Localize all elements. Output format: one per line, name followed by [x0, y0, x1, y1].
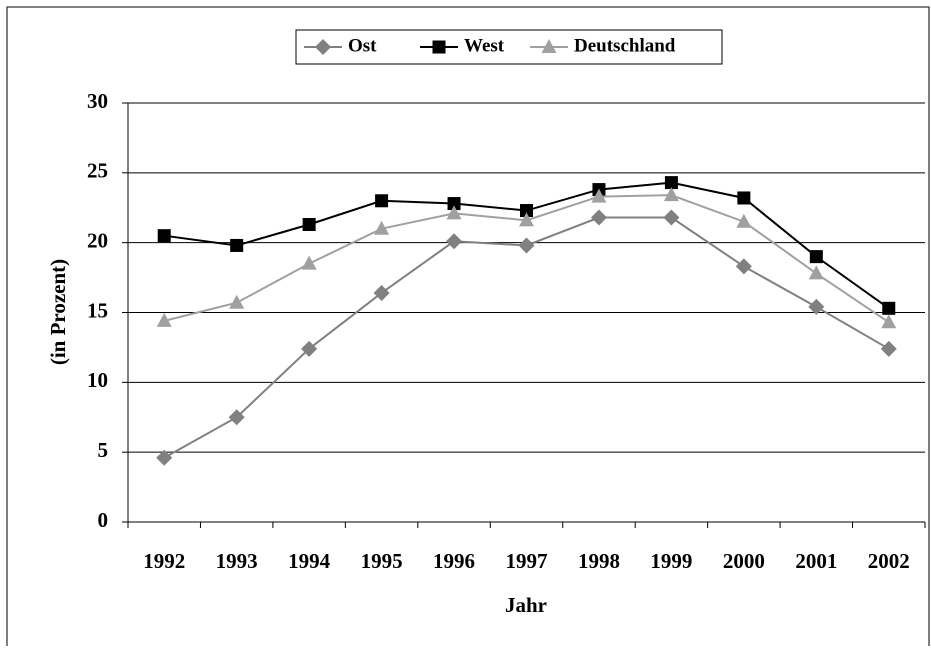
data-point: [664, 176, 678, 190]
data-point: [590, 209, 607, 226]
data-point: [157, 229, 171, 243]
data-point: [736, 213, 752, 228]
legend-marker: [432, 40, 446, 54]
y-tick-label: 30: [87, 89, 108, 113]
data-point: [302, 218, 316, 232]
data-point: [156, 449, 173, 466]
data-point: [446, 205, 462, 220]
x-tick-label: 1992: [143, 549, 185, 573]
data-point: [663, 187, 679, 202]
data-point: [156, 312, 172, 327]
data-point: [808, 265, 824, 280]
data-point: [881, 314, 897, 329]
x-tick-label: 1994: [288, 549, 331, 573]
data-point: [446, 233, 463, 250]
legend-label: Ost: [348, 35, 377, 56]
y-axis-title: (in Prozent): [46, 259, 70, 365]
x-tick-label: 2002: [868, 549, 910, 573]
x-tick-label: 2001: [795, 549, 837, 573]
data-point: [230, 238, 244, 252]
x-tick-label: 1999: [650, 549, 692, 573]
legend-label: West: [464, 35, 505, 56]
y-tick-label: 10: [87, 368, 108, 392]
x-tick-label: 1993: [216, 549, 258, 573]
data-point: [373, 284, 390, 301]
y-tick-label: 15: [87, 298, 108, 322]
data-point: [228, 409, 245, 426]
legend-marker: [315, 39, 331, 55]
x-tick-label: 1998: [578, 549, 620, 573]
legend-marker: [541, 39, 557, 53]
y-tick-label: 0: [98, 508, 109, 532]
data-point: [591, 188, 607, 203]
x-tick-label: 2000: [723, 549, 765, 573]
data-point: [520, 204, 533, 218]
data-point: [447, 197, 461, 211]
x-axis-title: Jahr: [505, 593, 547, 617]
legend-label: Deutschland: [574, 35, 676, 56]
data-point: [737, 191, 751, 205]
data-point: [519, 212, 534, 227]
data-point: [301, 255, 317, 270]
data-point: [518, 237, 535, 254]
data-point: [375, 194, 389, 208]
data-point: [735, 258, 752, 275]
x-tick-label: 1996: [433, 549, 475, 573]
y-tick-label: 5: [98, 438, 109, 462]
chart-frame: [6, 6, 930, 651]
data-point: [229, 294, 245, 309]
data-point: [301, 340, 318, 357]
data-point: [809, 250, 823, 264]
series-line: [163, 216, 890, 459]
data-point: [808, 298, 825, 315]
data-point: [880, 340, 897, 357]
legend-box: [295, 29, 723, 65]
x-tick-label: 1995: [361, 549, 403, 573]
x-tick-label: 1997: [506, 549, 548, 573]
data-point: [374, 220, 390, 235]
y-tick-label: 20: [87, 228, 108, 252]
data-point: [882, 301, 896, 315]
data-point: [663, 209, 680, 226]
y-tick-label: 25: [87, 159, 108, 183]
